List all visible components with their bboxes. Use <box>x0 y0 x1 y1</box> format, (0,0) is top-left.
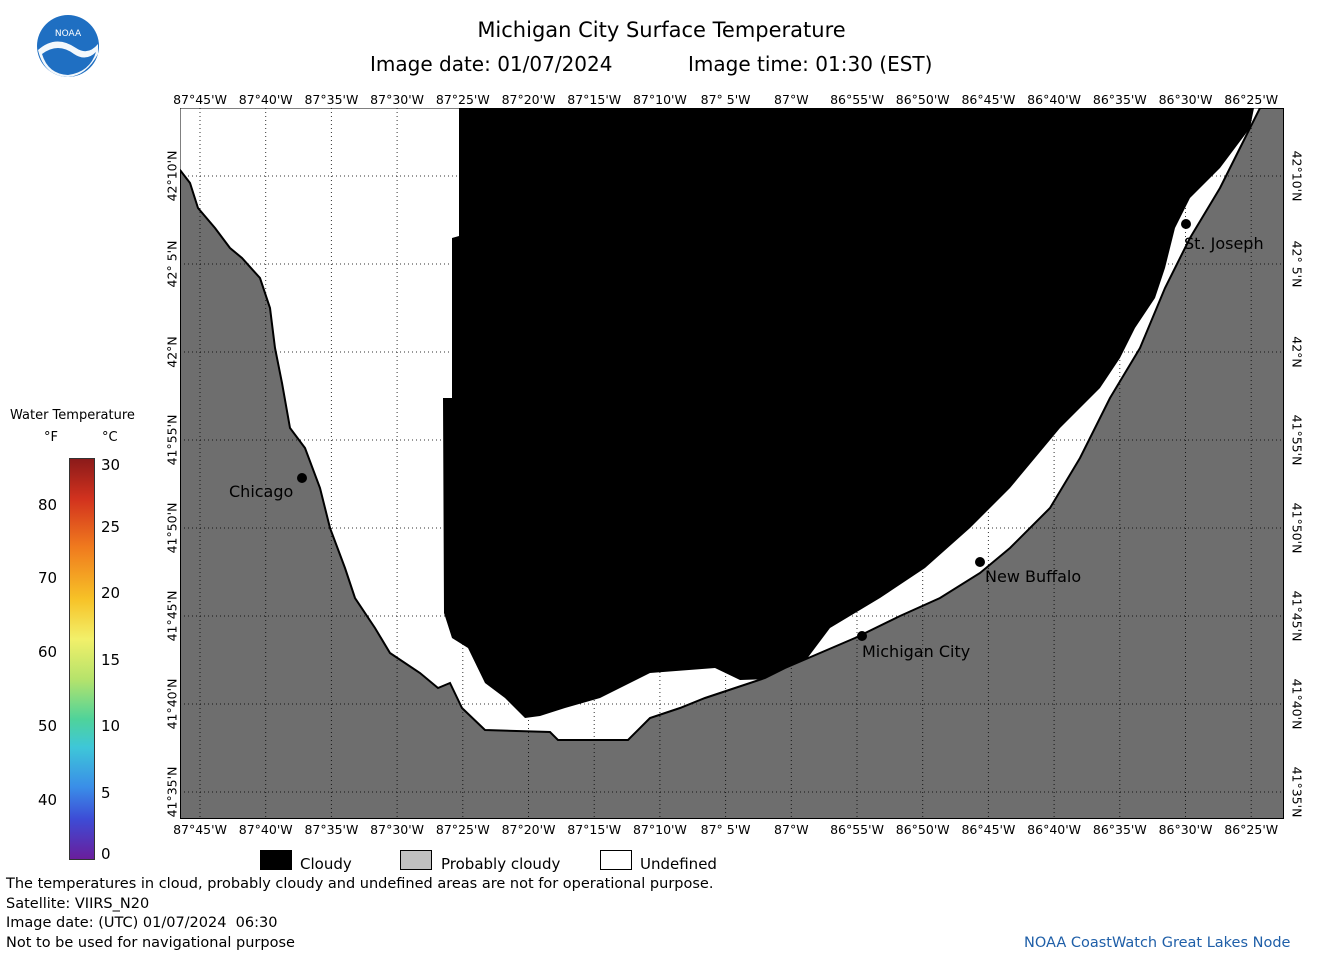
celsius-tick: 15 <box>101 651 121 669</box>
st-joseph-marker <box>1181 219 1191 229</box>
longitude-label: 86°25'W <box>1224 822 1279 837</box>
longitude-label: 86°25'W <box>1224 92 1279 107</box>
legend-unit-c: °C <box>102 430 118 445</box>
probably-cloudy-label: Probably cloudy <box>441 855 561 873</box>
undefined-label: Undefined <box>640 855 717 873</box>
longitude-label: 86°50'W <box>895 92 950 107</box>
footer-satellite: Satellite: VIIRS_N20 <box>6 896 150 912</box>
longitude-label: 87°W <box>774 92 809 107</box>
map-title: Michigan City Surface Temperature <box>477 18 846 42</box>
longitude-label: 86°35'W <box>1092 92 1147 107</box>
latitude-label: 41°45'N <box>1289 590 1305 642</box>
longitude-label: 87°25'W <box>435 822 490 837</box>
michigan-city-marker <box>857 631 867 641</box>
longitude-label: 87°45'W <box>173 822 227 837</box>
latitude-label: 42° 5'N <box>164 240 180 288</box>
image-time: Image time: 01:30 (EST) <box>688 52 933 76</box>
longitude-label: 86°40'W <box>1027 822 1082 837</box>
longitude-label: 87°35'W <box>304 822 359 837</box>
probably-cloudy-swatch <box>400 850 432 870</box>
longitude-label: 87°40'W <box>238 822 293 837</box>
celsius-tick: 0 <box>101 845 111 863</box>
celsius-tick: 10 <box>101 717 121 735</box>
longitude-label: 87°35'W <box>304 92 359 107</box>
city-label-chicago: Chicago <box>229 482 294 501</box>
footer-utc-date: Image date: (UTC) 01/07/2024 06:30 <box>6 915 278 931</box>
latitude-label: 42°N <box>164 336 180 368</box>
noaa-logo-icon: NOAA <box>37 15 99 77</box>
legend-title: Water Temperature <box>10 408 135 423</box>
latitude-label: 41°40'N <box>164 678 180 730</box>
longitude-label: 87°15'W <box>567 822 622 837</box>
longitude-label: 86°40'W <box>1027 92 1082 107</box>
longitude-label: 87°15'W <box>567 92 622 107</box>
longitude-label: 86°50'W <box>895 822 950 837</box>
longitude-label: 86°30'W <box>1158 92 1213 107</box>
latitude-label: 42° 5'N <box>1289 240 1305 288</box>
undefined-swatch <box>600 850 632 870</box>
fahrenheit-tick: 40 <box>38 791 58 809</box>
longitude-label: 87° 5'W <box>700 822 751 837</box>
fahrenheit-tick: 80 <box>38 496 58 514</box>
latitude-label: 41°55'N <box>1289 414 1305 466</box>
latitude-label: 41°40'N <box>1289 678 1305 730</box>
map-grid <box>180 108 1284 819</box>
chicago-marker <box>297 473 307 483</box>
new-buffalo-marker <box>975 557 985 567</box>
longitude-label: 86°45'W <box>961 92 1016 107</box>
longitude-label: 86°30'W <box>1158 822 1213 837</box>
longitude-label: 87°25'W <box>435 92 490 107</box>
footer-disclaimer: The temperatures in cloud, probably clou… <box>6 876 714 892</box>
footer-credit: NOAA CoastWatch Great Lakes Node <box>1024 935 1291 951</box>
land-area <box>180 108 1284 819</box>
longitude-label: 87°45'W <box>173 92 227 107</box>
longitude-label: 87°10'W <box>632 92 687 107</box>
city-label-new-buffalo: New Buffalo <box>985 567 1082 586</box>
longitude-label: 87°30'W <box>370 822 425 837</box>
latitude-label: 41°35'N <box>1289 766 1305 818</box>
longitude-label: 87°20'W <box>501 822 556 837</box>
latitude-label: 42°10'N <box>1289 150 1305 202</box>
legend-unit-f: °F <box>44 430 58 445</box>
latitude-label: 42°10'N <box>164 150 180 202</box>
celsius-tick: 25 <box>101 518 121 536</box>
longitude-label: 87°30'W <box>370 92 425 107</box>
latitude-label: 41°35'N <box>164 766 180 818</box>
city-label-michigan-city: Michigan City <box>862 642 971 661</box>
latitude-label: 42°N <box>1289 336 1305 368</box>
fahrenheit-tick: 70 <box>38 569 58 587</box>
celsius-tick: 30 <box>101 456 121 474</box>
longitude-label: 86°35'W <box>1092 822 1147 837</box>
longitude-label: 86°45'W <box>961 822 1016 837</box>
fahrenheit-tick: 50 <box>38 717 58 735</box>
fahrenheit-tick: 60 <box>38 643 58 661</box>
celsius-tick: 20 <box>101 584 121 602</box>
cloudy-swatch <box>260 850 292 870</box>
latitude-label: 41°50'N <box>164 502 180 554</box>
cloudy-label: Cloudy <box>300 855 352 873</box>
longitude-label: 87°40'W <box>238 92 293 107</box>
longitude-label: 87°W <box>774 822 809 837</box>
longitude-label: 87°20'W <box>501 92 556 107</box>
image-date: Image date: 01/07/2024 <box>370 52 613 76</box>
logo-text: NOAA <box>55 29 82 39</box>
longitude-label: 87°10'W <box>632 822 687 837</box>
latitude-label: 41°50'N <box>1289 502 1305 554</box>
temperature-color-scale <box>69 458 95 860</box>
longitude-label: 87° 5'W <box>700 92 751 107</box>
cloudy-region <box>443 108 1254 718</box>
longitude-label: 86°55'W <box>830 822 884 837</box>
latitude-label: 41°45'N <box>164 590 180 642</box>
footer-navigation-warning: Not to be used for navigational purpose <box>6 935 295 951</box>
city-label-st-joseph: St. Joseph <box>1184 234 1264 253</box>
longitude-label: 86°55'W <box>830 92 884 107</box>
latitude-label: 41°55'N <box>164 414 180 466</box>
map-area <box>180 108 1284 819</box>
celsius-tick: 5 <box>101 784 111 802</box>
